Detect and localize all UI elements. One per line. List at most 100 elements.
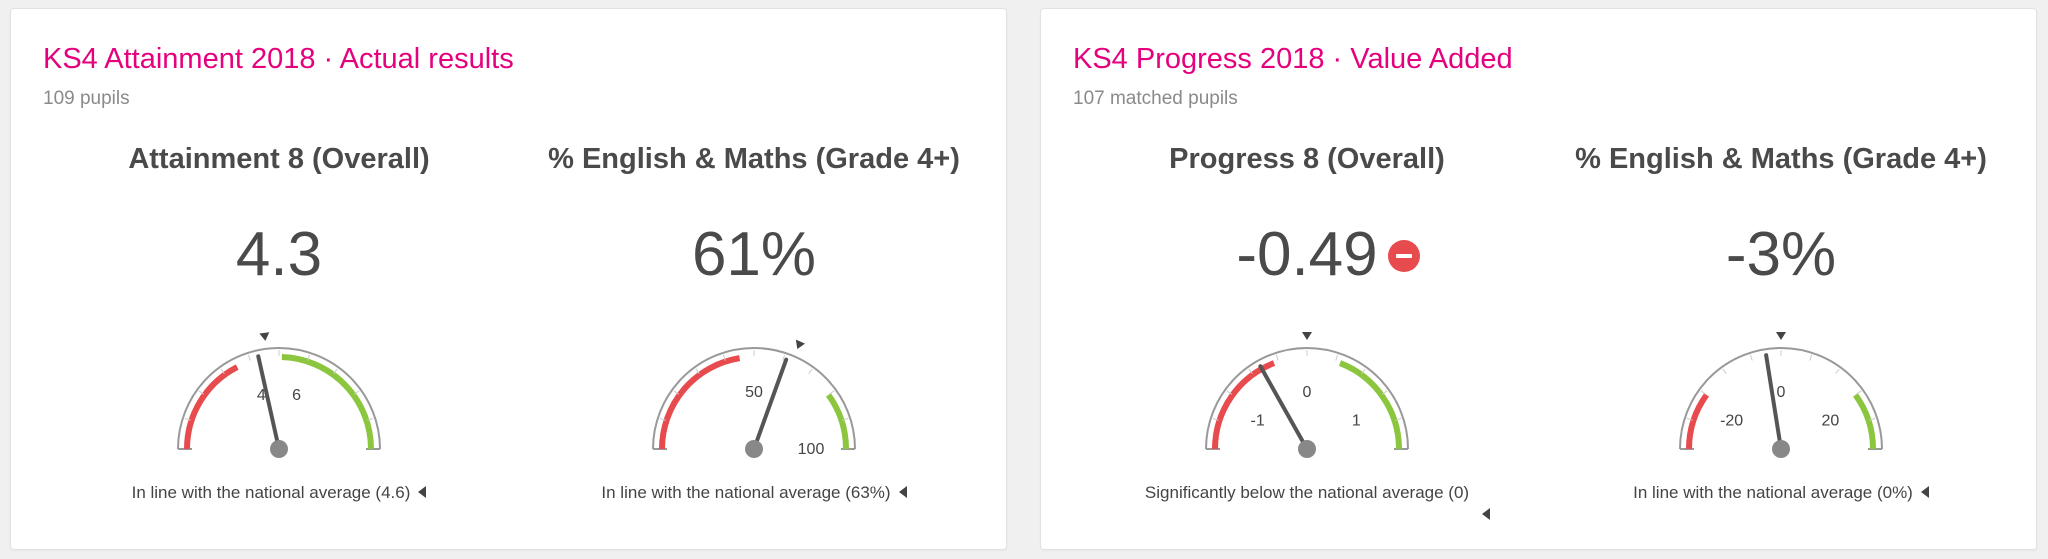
caret-left-icon[interactable] <box>1482 508 1490 520</box>
gauge-panel-progress-8: Progress 8 (Overall) -0.49 -1 0 1 Signific… <box>1067 9 1547 549</box>
gauge-tick <box>695 368 700 375</box>
gauge-tick <box>247 354 251 361</box>
gauge-tick <box>842 417 849 421</box>
gauge-needle-hub <box>1298 440 1316 458</box>
metric-value-text: -0.49 <box>1236 220 1378 289</box>
gauge-tick-label: -20 <box>1720 413 1743 430</box>
metric-title: % English & Maths (Grade 4+) <box>1575 143 1987 175</box>
gauge-band-above <box>825 393 849 450</box>
gauge-tick <box>722 354 726 361</box>
gauge-tick <box>1700 390 1707 395</box>
gauge-tick-label: 50 <box>745 384 763 401</box>
gauge-needle-hub <box>270 440 288 458</box>
card-title: KS4 Progress 2018 · Value Added <box>1073 43 1513 75</box>
gauge-tick <box>1226 390 1233 395</box>
caret-left-icon[interactable] <box>898 486 907 498</box>
gauge-tick <box>1275 354 1279 361</box>
gauge-tick <box>828 390 835 395</box>
card-subtitle: 109 pupils <box>43 88 130 109</box>
card-title: KS4 Attainment 2018 · Actual results <box>43 43 514 75</box>
metric-value-text: 61% <box>691 220 817 289</box>
gauge-panel-english-maths-va: % English & Maths (Grade 4+) -3% -20 0 20 … <box>1541 9 2021 549</box>
caption-text: In line with the national average (0%) <box>1633 483 1913 502</box>
gauge-tick <box>659 417 666 421</box>
gauge-needle <box>1258 364 1309 451</box>
card-subtitle: 107 matched pupils <box>1073 88 1238 109</box>
gauge-tick-label: 0 <box>1303 384 1312 401</box>
national-average-marker <box>795 339 806 349</box>
gauge-tick-label: 0 <box>1777 384 1786 401</box>
gauge-tick <box>1361 368 1366 375</box>
comparison-caption[interactable]: In line with the national average (4.6) <box>39 483 519 503</box>
gauge-tick <box>220 368 225 375</box>
caption-text: Significantly below the national average… <box>1144 483 1470 502</box>
gauge-tick <box>1395 417 1402 421</box>
gauge-tick <box>1869 417 1876 421</box>
metric-title: Attainment 8 (Overall) <box>128 143 430 175</box>
minus-circle-icon <box>1387 240 1420 272</box>
gauge-tick-label: 100 <box>798 441 825 458</box>
attainment-card: KS4 Attainment 2018 · Actual results 109… <box>10 8 1007 550</box>
national-average-marker <box>1302 332 1312 340</box>
metric-value: -3% <box>1541 219 2021 290</box>
gauge-chart: 50 100 <box>652 339 856 458</box>
comparison-caption: Significantly below the national average… <box>1067 483 1547 503</box>
gauge-tick <box>782 354 786 361</box>
gauge-band-above <box>281 354 374 450</box>
gauge-track <box>177 347 381 450</box>
gauge-band-below <box>659 355 741 450</box>
gauge-tick <box>333 368 338 375</box>
gauge-needle <box>256 354 281 451</box>
gauge-tick <box>673 390 680 395</box>
comparison-caption[interactable]: In line with the national average (0%) <box>1541 483 2021 503</box>
metric-title: Progress 8 (Overall) <box>1169 143 1445 175</box>
gauge-band-below <box>184 364 239 450</box>
gauge-band-above <box>1338 360 1402 450</box>
gauge-tick <box>1686 417 1693 421</box>
gauge-tick <box>1749 354 1753 361</box>
gauge-tick <box>1835 368 1840 375</box>
national-average-marker <box>1776 332 1786 340</box>
gauge-chart: -1 0 1 <box>1205 332 1409 458</box>
progress-card: KS4 Progress 2018 · Value Added 107 matc… <box>1040 8 2037 550</box>
gauge-panel-english-maths: % English & Maths (Grade 4+) 61% 50 100 I… <box>514 9 994 549</box>
comparison-caption[interactable]: In line with the national average (63%) <box>514 483 994 503</box>
gauge-tick-label: 4 <box>257 387 266 404</box>
gauge-track <box>652 347 856 450</box>
gauge-band-above <box>1852 393 1876 450</box>
gauge-tick-label: 1 <box>1352 413 1361 430</box>
gauge-tick-label: -1 <box>1251 413 1265 430</box>
gauge-track <box>1679 347 1883 450</box>
caption-text: In line with the national average (4.6) <box>131 483 411 502</box>
gauge-tick <box>1809 354 1813 361</box>
metric-value: 61% <box>514 219 994 290</box>
gauge-needle-hub <box>1772 440 1790 458</box>
metric-value-text: -3% <box>1725 220 1837 289</box>
gauge-chart: -20 0 20 <box>1679 332 1883 458</box>
gauge-tick-label: 6 <box>292 387 301 404</box>
metric-value-text: 4.3 <box>235 220 323 289</box>
gauge-needle-hub <box>745 440 763 458</box>
caption-text: In line with the national average (63%) <box>601 483 891 502</box>
national-average-marker <box>259 332 270 341</box>
gauge-tick <box>307 354 311 361</box>
gauge-tick <box>353 390 360 395</box>
gauge-tick <box>1855 390 1862 395</box>
gauge-band-below <box>1686 393 1710 450</box>
metric-title: % English & Maths (Grade 4+) <box>548 143 960 175</box>
gauge-needle <box>752 357 789 451</box>
caret-left-icon[interactable] <box>418 486 427 498</box>
gauge-tick <box>1381 390 1388 395</box>
gauge-tick <box>367 417 374 421</box>
gauge-tick <box>1722 368 1727 375</box>
gauge-track <box>1205 347 1409 450</box>
gauge-needle <box>1764 353 1783 451</box>
metric-value: -0.49 <box>1067 219 1547 290</box>
caret-left-icon[interactable] <box>1920 486 1929 498</box>
gauge-tick <box>808 368 813 375</box>
gauge-tick <box>1248 368 1253 375</box>
gauge-tick <box>1212 417 1219 421</box>
gauge-tick <box>198 390 205 395</box>
